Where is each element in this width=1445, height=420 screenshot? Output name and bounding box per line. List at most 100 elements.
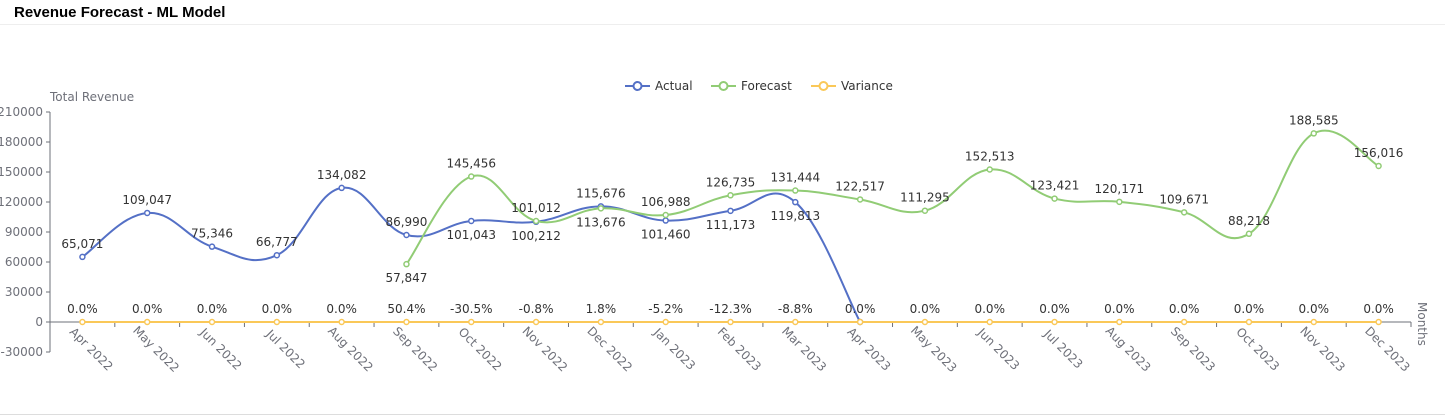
y-tick-label: -30000: [0, 345, 43, 359]
variance-label: 0.0%: [910, 302, 941, 316]
y-axis-title: Total Revenue: [49, 90, 134, 104]
forecast-data-label: 188,585: [1289, 113, 1339, 127]
variance-point: [792, 318, 799, 326]
forecast-point: [727, 192, 734, 199]
legend-variance-label[interactable]: Variance: [841, 79, 893, 93]
variance-point: [338, 318, 345, 326]
variance-point: [1180, 318, 1188, 326]
variance-point: [208, 318, 216, 326]
forecast-data-label: 101,012: [511, 201, 561, 215]
variance-point: [532, 318, 540, 326]
forecast-data-label: 111,295: [900, 191, 950, 205]
actual-point: [143, 209, 151, 217]
variance-label: 0.0%: [132, 302, 163, 316]
x-tick-label: Dec 2023: [1362, 324, 1413, 375]
forecast-point: [597, 205, 605, 212]
x-tick-label: Jul 2023: [1040, 326, 1085, 371]
forecast-data-label: 122,517: [835, 179, 885, 193]
forecast-point: [1375, 162, 1382, 170]
forecast-data-label: 123,421: [1030, 179, 1080, 193]
x-tick-label: May 2022: [130, 323, 182, 375]
actual-point: [727, 207, 734, 215]
y-tick-label: 90000: [5, 225, 43, 239]
forecast-point: [792, 187, 799, 194]
x-tick-label: Aug 2023: [1103, 324, 1154, 375]
actual-data-label: 101,460: [641, 228, 691, 242]
forecast-data-label: 106,988: [641, 195, 691, 209]
x-tick-label: Aug 2022: [325, 324, 376, 375]
x-tick-label: Jun 2023: [974, 325, 1022, 373]
x-tick-label: Nov 2023: [1297, 324, 1348, 375]
title-divider: [0, 24, 1445, 25]
actual-point: [662, 217, 669, 224]
variance-point: [468, 318, 475, 326]
actual-point: [403, 231, 410, 239]
variance-label: -30.5%: [450, 302, 492, 316]
actual-data-label: 111,173: [706, 218, 756, 232]
forecast-data-label: 152,513: [965, 149, 1015, 163]
forecast-data-label: 126,735: [706, 175, 756, 189]
x-tick-label: Nov 2022: [520, 324, 571, 375]
forecast-point: [662, 211, 669, 219]
forecast-data-label: 113,676: [576, 215, 626, 229]
forecast-point: [403, 260, 410, 268]
x-tick-label: Jun 2022: [196, 325, 244, 373]
y-tick-label: 210000: [0, 105, 43, 119]
x-tick-label: May 2023: [908, 323, 960, 375]
forecast-data-label: 120,171: [1095, 182, 1145, 196]
actual-point: [792, 198, 799, 206]
forecast-data-label: 88,218: [1228, 214, 1270, 228]
actual-point: [79, 253, 86, 261]
actual-data-label: 100,212: [511, 229, 561, 243]
forecast-point: [921, 207, 929, 214]
variance-point: [1051, 318, 1058, 326]
variance-label: 0.0%: [845, 302, 876, 316]
forecast-point: [986, 166, 993, 173]
forecast-point: [1180, 209, 1188, 216]
x-tick-label: Feb 2023: [715, 325, 764, 374]
variance-label: -8.8%: [778, 302, 813, 316]
y-tick-label: 180000: [0, 135, 43, 149]
variance-label: 0.0%: [1363, 302, 1394, 316]
variance-point: [273, 318, 281, 326]
actual-data-label: 66,777: [256, 235, 298, 249]
actual-point: [208, 243, 216, 250]
variance-point: [1116, 318, 1123, 326]
forecast-line: [405, 129, 1380, 265]
variance-label: 50.4%: [387, 302, 425, 316]
variance-point: [662, 318, 669, 326]
x-tick-label: Jan 2023: [650, 325, 698, 373]
forecast-data-label: 145,456: [446, 157, 496, 171]
variance-label: 0.0%: [1169, 302, 1200, 316]
variance-point: [79, 318, 86, 326]
y-tick-label: 150000: [0, 165, 43, 179]
legend-actual-label[interactable]: Actual: [655, 79, 693, 93]
legend-forecast-label[interactable]: Forecast: [741, 79, 792, 93]
legend-variance-icon: [818, 81, 829, 91]
variance-label: 0.0%: [1234, 302, 1265, 316]
actual-data-label: 86,990: [385, 215, 427, 229]
legend-actual-icon: [632, 81, 643, 91]
variance-point: [856, 318, 864, 326]
actual-point: [338, 184, 345, 192]
forecast-point: [532, 217, 540, 225]
actual-data-label: 134,082: [317, 168, 367, 182]
actual-point: [273, 251, 281, 259]
y-tick-label: 0: [35, 315, 43, 329]
variance-label: -5.2%: [648, 302, 683, 316]
variance-point: [986, 318, 993, 326]
variance-label: -12.3%: [709, 302, 751, 316]
variance-label: 0.0%: [1039, 302, 1070, 316]
forecast-point: [1245, 230, 1253, 238]
x-tick-label: Jul 2022: [263, 326, 308, 371]
variance-point: [597, 318, 605, 326]
variance-label: 0.0%: [1104, 302, 1135, 316]
legend-forecast-icon: [718, 81, 729, 91]
actual-data-label: 65,071: [61, 237, 103, 251]
x-axis-title: Months: [1415, 302, 1429, 346]
x-tick-label: Mar 2023: [779, 324, 829, 374]
y-tick-label: 60000: [5, 255, 43, 269]
forecast-point: [1310, 130, 1318, 137]
